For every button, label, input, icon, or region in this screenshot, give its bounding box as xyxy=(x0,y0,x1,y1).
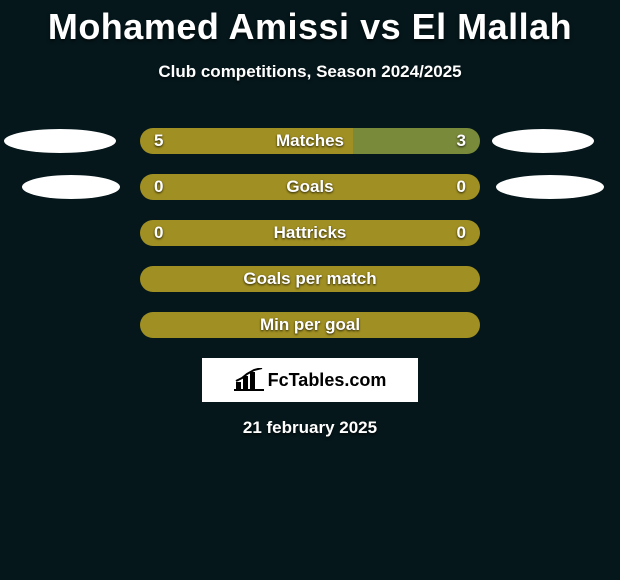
generated-date: 21 february 2025 xyxy=(0,418,620,438)
stat-bar: Min per goal xyxy=(140,312,480,338)
bar-chart-icon xyxy=(234,368,264,392)
stat-value-left: 0 xyxy=(154,223,163,243)
stat-label: Matches xyxy=(276,131,344,151)
stat-row: Min per goal xyxy=(0,302,620,348)
decor-ellipse xyxy=(492,129,594,153)
stat-label: Min per goal xyxy=(260,315,360,335)
stat-row: Hattricks 0 0 xyxy=(0,210,620,256)
stat-value-left: 0 xyxy=(154,177,163,197)
page-title: Mohamed Amissi vs El Mallah xyxy=(0,6,620,48)
stat-value-right: 0 xyxy=(457,177,466,197)
fctables-logo: FcTables.com xyxy=(202,358,418,402)
stat-bar: Hattricks 0 0 xyxy=(140,220,480,246)
stat-value-right: 3 xyxy=(457,131,466,151)
decor-ellipse xyxy=(4,129,116,153)
stat-row: Matches 5 3 xyxy=(0,118,620,164)
decor-ellipse xyxy=(22,175,120,199)
stat-label: Goals xyxy=(286,177,333,197)
stat-row: Goals 0 0 xyxy=(0,164,620,210)
logo-text: FcTables.com xyxy=(268,370,387,391)
stat-row: Goals per match xyxy=(0,256,620,302)
comparison-infographic: Mohamed Amissi vs El Mallah Club competi… xyxy=(0,0,620,580)
stat-value-right: 0 xyxy=(457,223,466,243)
stat-bar: Goals per match xyxy=(140,266,480,292)
stat-value-left: 5 xyxy=(154,131,163,151)
stat-label: Goals per match xyxy=(243,269,376,289)
decor-ellipse xyxy=(496,175,604,199)
stat-bar: Matches 5 3 xyxy=(140,128,480,154)
stat-rows-container: Matches 5 3 Goals 0 0 Hattricks 0 0 Goals per mat… xyxy=(0,118,620,348)
page-subtitle: Club competitions, Season 2024/2025 xyxy=(0,62,620,82)
stat-bar: Goals 0 0 xyxy=(140,174,480,200)
stat-label: Hattricks xyxy=(274,223,347,243)
